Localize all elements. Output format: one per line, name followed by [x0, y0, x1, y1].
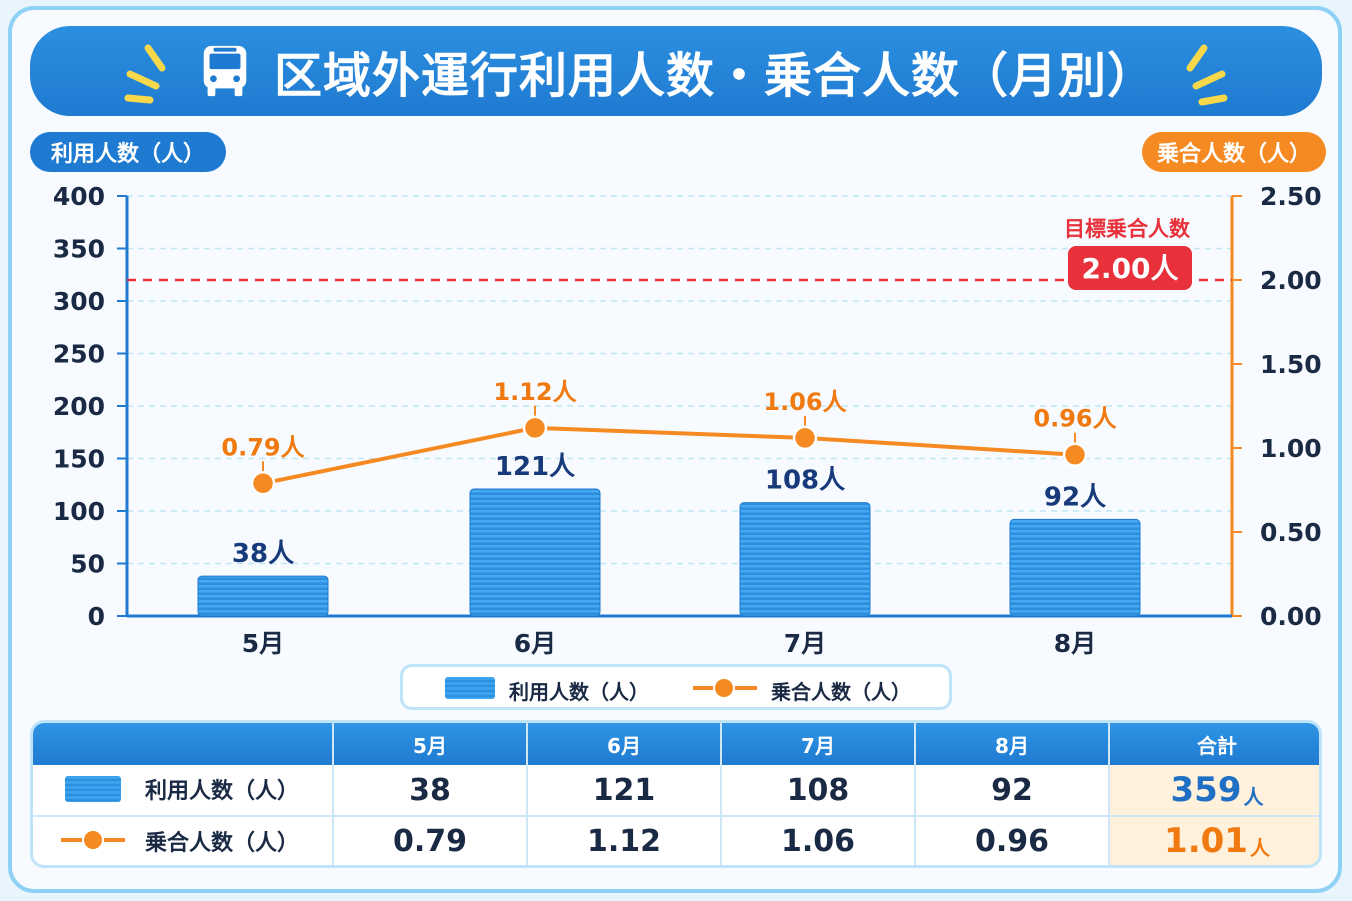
left-tick-label: 250	[53, 340, 105, 369]
table-header-cell: 7月	[801, 733, 835, 758]
sparkle-left-icon	[124, 44, 166, 104]
table-cell: 92	[991, 772, 1033, 808]
right-tick-label: 2.50	[1260, 182, 1322, 211]
row-bar-swatch	[65, 776, 121, 802]
legend: 利用人数（人） 乗合人数（人）	[400, 664, 952, 710]
table-header-cell: 5月	[413, 733, 447, 758]
legend-line-marker	[713, 677, 735, 699]
bar-value-label: 121人	[495, 452, 575, 482]
table-cell: 108	[786, 772, 850, 808]
line-series	[262, 425, 1076, 486]
total-value: 1.01	[1164, 821, 1248, 861]
title-bar: 区域外運行利用人数・乗合人数（月別）	[30, 26, 1322, 116]
table-cell: 0.96	[974, 823, 1050, 859]
sparkle-right-icon	[1186, 44, 1228, 106]
line-value-label: 1.12人	[493, 378, 576, 406]
bar-3	[739, 502, 871, 617]
line-point-3	[792, 425, 818, 451]
table-total-cell: 1.01 人	[1109, 817, 1319, 865]
bar-4	[1009, 518, 1141, 617]
page-title: 区域外運行利用人数・乗合人数（月別）	[273, 48, 1156, 104]
line-point-1	[250, 471, 276, 496]
bar-1	[197, 575, 329, 617]
left-tick-label: 300	[53, 287, 105, 316]
target-label: 目標乗合人数	[1064, 217, 1191, 241]
x-tick-label: 8月	[1054, 629, 1096, 658]
total-value: 359	[1170, 770, 1242, 810]
right-tick-label: 1.00	[1260, 434, 1322, 463]
table-cell: 1.06	[780, 823, 856, 859]
bar-value-label: 38人	[232, 539, 294, 569]
left-tick-label: 400	[53, 182, 105, 211]
row-line-marker	[82, 829, 104, 851]
table-cell: 0.79	[392, 823, 468, 859]
x-tick-label: 5月	[242, 629, 284, 658]
line-point-2	[522, 415, 548, 441]
bus-icon	[203, 45, 247, 97]
line-value-label: 0.79人	[221, 433, 304, 461]
right-tick-label: 0.50	[1260, 518, 1322, 547]
left-tick-label: 200	[53, 392, 105, 421]
table-header	[33, 723, 1319, 765]
x-tick-label: 6月	[514, 629, 556, 658]
line-value-label: 1.06人	[763, 388, 846, 416]
right-axis-label: 乗合人数（人）	[1142, 132, 1326, 172]
bar-2	[469, 488, 601, 617]
left-axis-label: 利用人数（人）	[30, 132, 226, 172]
target-badge	[1068, 246, 1192, 290]
left-tick-label: 0	[88, 602, 105, 631]
table-total-cell: 359 人	[1109, 765, 1319, 815]
legend-bar-swatch	[445, 677, 495, 699]
x-tick-label: 7月	[784, 629, 826, 658]
table-header-cell: 6月	[607, 733, 641, 758]
table-cell: 121	[592, 772, 656, 808]
right-tick-label: 1.50	[1260, 350, 1322, 379]
table-cell: 1.12	[586, 823, 662, 859]
data-table: 5月 6月 7月 8月 合計 利用人数（人） 38 121 108 92 359…	[30, 720, 1322, 868]
combo-chart: 0 50 100 150 200 250 300 350 400 0.00 0.50 1.00 1.50…	[53, 182, 1322, 658]
total-unit: 人	[1249, 835, 1270, 860]
left-tick-label: 150	[53, 445, 105, 474]
left-tick-label: 100	[53, 497, 105, 526]
right-tick-label: 2.00	[1260, 266, 1322, 295]
table-cell: 38	[409, 772, 451, 808]
right-tick-label: 0.00	[1260, 602, 1322, 631]
legend-line-label: 乗合人数（人）	[771, 680, 911, 704]
total-unit: 人	[1243, 784, 1264, 809]
table-header-cell: 合計	[1197, 733, 1237, 758]
left-tick-label: 350	[53, 235, 105, 264]
left-tick-label: 50	[70, 550, 105, 579]
table-header-cell: 8月	[995, 733, 1029, 758]
line-value-label: 0.96人	[1033, 405, 1116, 433]
line-point-4	[1062, 442, 1088, 467]
table-row-label: 利用人数（人）	[145, 779, 300, 804]
legend-bar-label: 利用人数（人）	[509, 680, 649, 704]
bar-value-label: 108人	[765, 466, 845, 496]
bar-value-label: 92人	[1044, 482, 1106, 512]
table-row-label: 乗合人数（人）	[145, 831, 300, 856]
target-value: 2.00人	[1081, 252, 1178, 285]
